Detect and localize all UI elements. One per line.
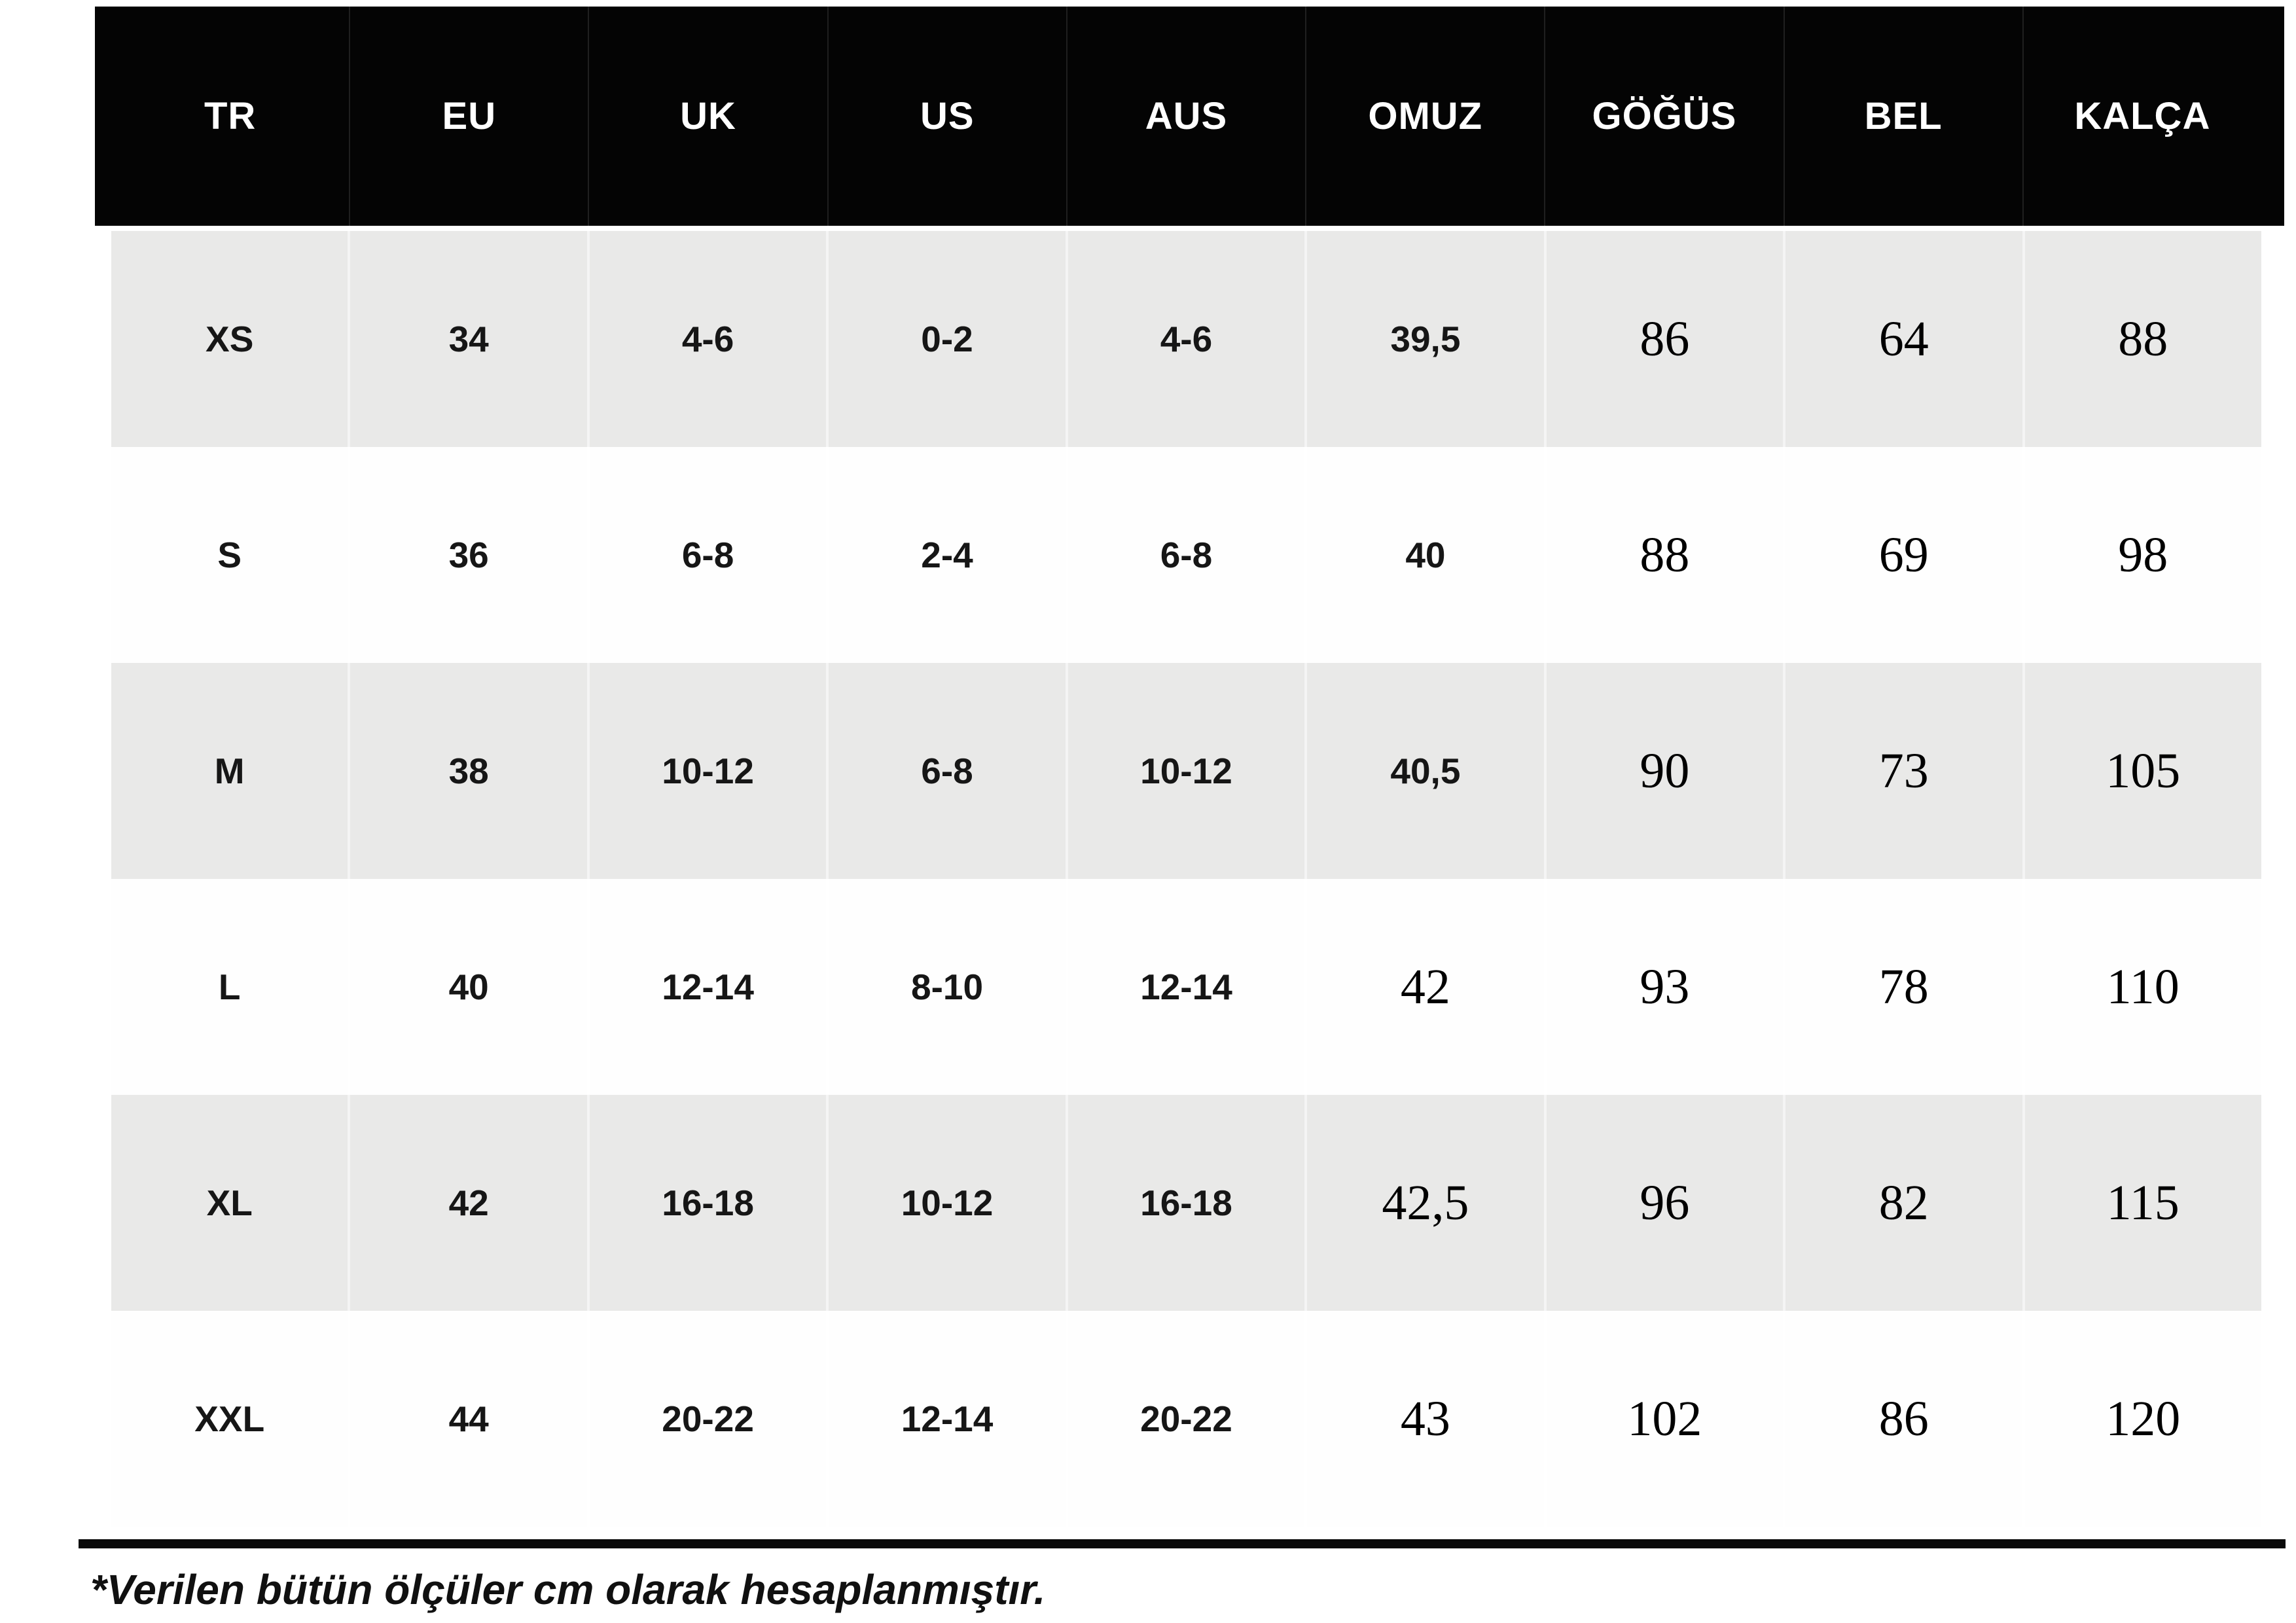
column-header-uk: UK	[588, 7, 827, 226]
table-cell: 110	[2022, 879, 2261, 1095]
table-cell: 20-22	[1065, 1311, 1304, 1527]
table-row: S 36 6-8 2-4 6-8 40 88 69 98	[111, 447, 2261, 663]
table-body: XS 34 4-6 0-2 4-6 39,5 86 64 88 S 36 6-8 2-4 6-8 40 88 6…	[111, 231, 2261, 1527]
footnote: *Verilen bütün ölçüler cm olarak hesapla…	[90, 1566, 1046, 1613]
table-cell: 42	[348, 1095, 586, 1311]
table-cell: 10-12	[826, 1095, 1065, 1311]
table-cell: 43	[1304, 1311, 1543, 1527]
table-cell: 73	[1783, 663, 2022, 879]
table-row: XS 34 4-6 0-2 4-6 39,5 86 64 88	[111, 231, 2261, 447]
table-cell: 86	[1543, 231, 1783, 447]
table-cell: 12-14	[1065, 879, 1304, 1095]
table-cell: 86	[1783, 1311, 2022, 1527]
table-header: TR EU UK US AUS OMUZ GÖĞÜS BEL KALÇA	[95, 7, 2284, 226]
table-cell: 90	[1543, 663, 1783, 879]
table-cell: 34	[348, 231, 586, 447]
table-cell: 69	[1783, 447, 2022, 663]
table-cell: 88	[1543, 447, 1783, 663]
table-cell: 96	[1543, 1095, 1783, 1311]
table-cell: 40,5	[1304, 663, 1543, 879]
table-row: XL 42 16-18 10-12 16-18 42,5 96 82 115	[111, 1095, 2261, 1311]
size-label-cell: XL	[206, 1183, 253, 1223]
table-cell: 6-8	[586, 447, 826, 663]
table-cell: 40	[348, 879, 586, 1095]
table-cell: 20-22	[586, 1311, 826, 1527]
size-label-cell: S	[217, 535, 242, 575]
table-cell: 6-8	[1065, 447, 1304, 663]
table-cell: 4-6	[586, 231, 826, 447]
table-cell: 16-18	[586, 1095, 826, 1311]
table-cell: 40	[1304, 447, 1543, 663]
table-cell: 16-18	[1065, 1095, 1304, 1311]
table-cell: 115	[2022, 1095, 2261, 1311]
table-cell: 42	[1304, 879, 1543, 1095]
table-cell: 44	[348, 1311, 586, 1527]
table-cell: 2-4	[826, 447, 1065, 663]
column-header-bel: BEL	[1783, 7, 2022, 226]
table-cell: 12-14	[826, 1311, 1065, 1527]
footer-divider	[79, 1539, 2286, 1548]
table-cell: 12-14	[586, 879, 826, 1095]
size-label-cell: XS	[206, 319, 254, 359]
column-header-us: US	[827, 7, 1066, 226]
size-chart-table: TR EU UK US AUS OMUZ GÖĞÜS BEL KALÇA XS 3…	[95, 7, 2284, 1527]
size-label-cell: L	[218, 967, 241, 1007]
table-cell: 93	[1543, 879, 1783, 1095]
column-header-tr: TR	[204, 95, 257, 137]
table-row: XXL 44 20-22 12-14 20-22 43 102 86 120	[111, 1311, 2261, 1527]
table-cell: 98	[2022, 447, 2261, 663]
table-cell: 42,5	[1304, 1095, 1543, 1311]
table-cell: 105	[2022, 663, 2261, 879]
table-cell: 10-12	[586, 663, 826, 879]
table-cell: 0-2	[826, 231, 1065, 447]
column-header-gogus: GÖĞÜS	[1544, 7, 1783, 226]
table-cell: 64	[1783, 231, 2022, 447]
table-cell: 4-6	[1065, 231, 1304, 447]
table-cell: 88	[2022, 231, 2261, 447]
size-label-cell: M	[214, 751, 245, 791]
column-header-omuz: OMUZ	[1305, 7, 1544, 226]
size-label-cell: XXL	[194, 1399, 265, 1439]
table-cell: 120	[2022, 1311, 2261, 1527]
table-cell: 10-12	[1065, 663, 1304, 879]
table-cell: 102	[1543, 1311, 1783, 1527]
table-cell: 6-8	[826, 663, 1065, 879]
table-cell: 38	[348, 663, 586, 879]
column-header-kalca: KALÇA	[2022, 7, 2261, 226]
table-cell: 78	[1783, 879, 2022, 1095]
table-cell: 39,5	[1304, 231, 1543, 447]
table-row: M 38 10-12 6-8 10-12 40,5 90 73 105	[111, 663, 2261, 879]
table-row: L 40 12-14 8-10 12-14 42 93 78 110	[111, 879, 2261, 1095]
column-header-eu: EU	[349, 7, 588, 226]
column-header-aus: AUS	[1066, 7, 1305, 226]
table-cell: 36	[348, 447, 586, 663]
table-cell: 8-10	[826, 879, 1065, 1095]
table-cell: 82	[1783, 1095, 2022, 1311]
